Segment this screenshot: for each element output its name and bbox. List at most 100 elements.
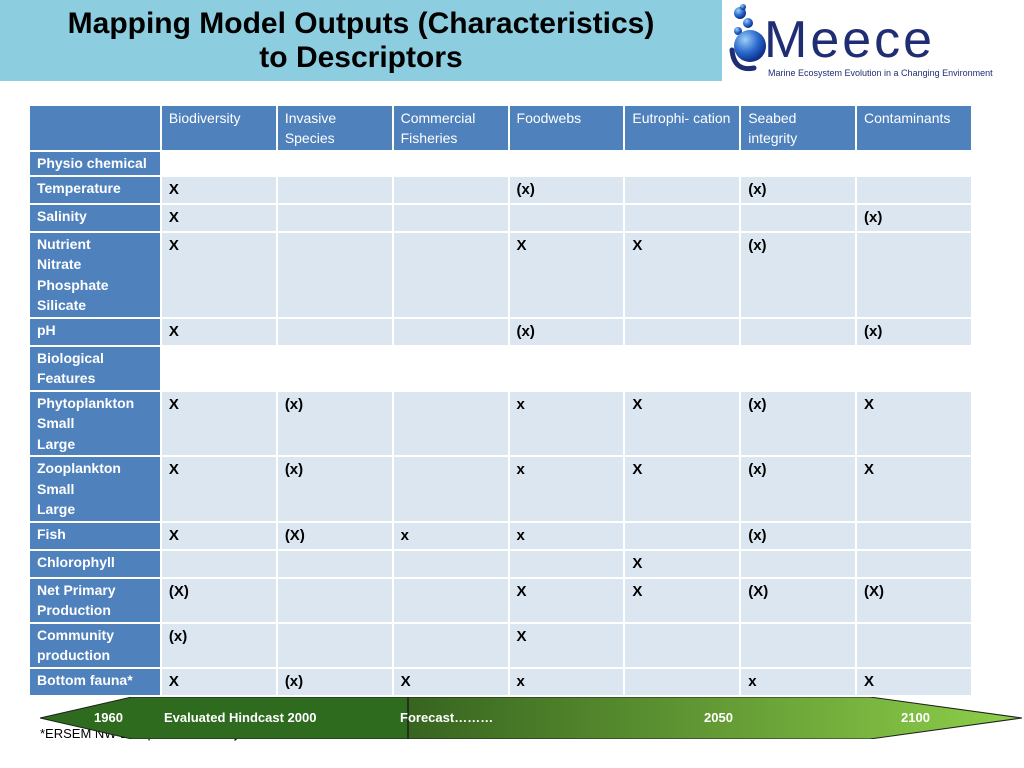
table-cell [393,623,508,667]
timeline-label-hindcast: Evaluated Hindcast 2000 [164,710,317,725]
row-label: Fish [30,522,160,549]
table-corner-cell [30,106,160,150]
table-cell [393,232,508,317]
row-label: Nutrient Nitrate Phosphate Silicate [30,232,160,317]
table-cell [509,204,624,231]
table-cell: X [509,623,624,667]
table-body: Physio chemical Temperature X (x) (x) Salinit… [30,152,971,695]
timeline-arrow-shape [40,697,1023,739]
row-label: Temperature [30,176,160,203]
table-cell [741,204,855,231]
table-row: Salinity X (x) [30,204,971,231]
table-row: Temperature X (x) (x) [30,176,971,203]
timeline-label-2050: 2050 [704,710,733,725]
table-cell: (x) [509,176,624,203]
table-row: Phytoplankton Small Large X (x) x X (x) X [30,391,971,455]
table-cell: X [161,318,276,345]
column-header: Commercial Fisheries [393,106,508,150]
table-cell: X [857,391,971,455]
timeline-arrow: 1960 Evaluated Hindcast 2000 Forecast………… [40,697,1024,739]
table-cell: (x) [277,668,392,695]
table-cell: (x) [741,457,855,521]
table-cell [857,623,971,667]
column-header: Biodiversity [161,106,276,150]
table-cell [625,204,740,231]
table-cell: x [509,391,624,455]
table-cell: x [509,457,624,521]
table-cell [161,550,276,577]
table-cell: X [625,550,740,577]
table-row: Net Primary Production (X) X X (X) (X) [30,578,971,622]
table-cell: X [161,522,276,549]
table-cell: (X) [857,578,971,622]
table-cell: (X) [161,578,276,622]
table-cell: (x) [741,232,855,317]
column-header: Contaminants [857,106,971,150]
table-cell: X [161,457,276,521]
table-cell: x [741,668,855,695]
table-cell [857,176,971,203]
table-cell [857,550,971,577]
timeline-label-2100: 2100 [901,710,930,725]
table-cell [741,550,855,577]
table-cell [393,204,508,231]
table-cell [625,318,740,345]
table-cell [393,391,508,455]
table-cell [741,623,855,667]
column-header: Invasive Species [277,106,392,150]
table-cell: X [161,391,276,455]
table-cell [277,318,392,345]
table-cell: X [625,232,740,317]
table-cell: (x) [857,318,971,345]
mapping-table: Biodiversity Invasive Species Commercial F… [28,104,973,697]
table-cell [393,176,508,203]
table-row: Zooplankton Small Large X (x) x X (x) X [30,457,971,521]
table-cell: X [161,668,276,695]
bubbles-icon [729,4,766,72]
table-cell: X [857,457,971,521]
table-cell [393,457,508,521]
table-cell: X [509,578,624,622]
table-cell [277,204,392,231]
row-label: Chlorophyll [30,550,160,577]
section-row: Biological Features [30,346,971,390]
table-cell: x [509,668,624,695]
table-cell [393,578,508,622]
table-cell: x [393,522,508,549]
table-cell: (x) [857,204,971,231]
table-row: Nutrient Nitrate Phosphate Silicate X X X (x… [30,232,971,317]
table-row: Community production (x) X [30,623,971,667]
table-cell: X [857,668,971,695]
section-row: Physio chemical [30,152,971,175]
table-cell [277,232,392,317]
table-row: pH X (x) (x) [30,318,971,345]
table-cell [277,623,392,667]
row-label: Zooplankton Small Large [30,457,160,521]
table-cell: (x) [277,391,392,455]
meece-logo: Meece Marine Ecosystem Evolution in a Ch… [728,0,1024,84]
table-cell: X [161,204,276,231]
table-cell [857,522,971,549]
table-row: Fish X (X) x x (x) [30,522,971,549]
table-cell: (X) [277,522,392,549]
table-cell: x [509,522,624,549]
row-label: Biological Features [30,346,160,390]
table-cell: X [625,578,740,622]
slide-title: Mapping Model Outputs (Characteristics) … [0,0,722,81]
logo-wordmark: Meece [764,11,936,69]
slide-title-line-2: to Descriptors [259,40,463,74]
row-label: pH [30,318,160,345]
table-cell: (x) [741,522,855,549]
table-header-row: Biodiversity Invasive Species Commercial F… [30,106,971,150]
row-label: Phytoplankton Small Large [30,391,160,455]
section-blank-cell [161,152,971,175]
table-cell: (x) [741,391,855,455]
column-header: Seabed integrity [741,106,855,150]
row-label: Salinity [30,204,160,231]
table-cell [857,232,971,317]
slide-title-line-1: Mapping Model Outputs (Characteristics) [67,6,655,40]
table-cell [625,623,740,667]
table-cell: X [509,232,624,317]
table-cell: X [393,668,508,695]
